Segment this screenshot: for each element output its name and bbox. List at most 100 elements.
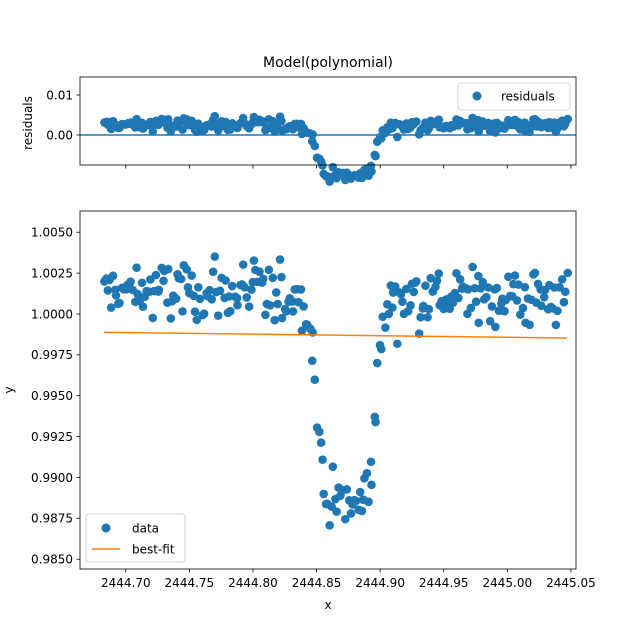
residuals-legend-label: residuals [501, 90, 555, 104]
data-point [424, 304, 434, 314]
data-point [316, 438, 326, 447]
data-point [265, 301, 275, 310]
data-point [510, 271, 520, 280]
data-point [416, 312, 425, 322]
data-point [182, 265, 192, 274]
data-point [176, 274, 186, 284]
data-x-ticks: 2444.70 2444.75 2444.80 2444.85 2444.90 2444.… [101, 569, 596, 590]
data-point [195, 294, 205, 304]
data-point [281, 307, 291, 316]
data-x-tick-label: 2444.85 [292, 576, 342, 590]
data-point [557, 275, 567, 284]
data-point [271, 288, 281, 297]
residuals-legend: residuals [457, 82, 571, 111]
data-point [244, 302, 254, 311]
data-x-tick-label: 2445.05 [546, 576, 596, 590]
data-point [224, 292, 234, 301]
residual-point [514, 117, 523, 127]
data-x-tick-label: 2444.75 [165, 576, 215, 590]
residuals-legend-box [457, 82, 571, 111]
data-x-tick-label: 2444.80 [228, 576, 278, 590]
data-point [371, 417, 380, 427]
data-point [178, 307, 187, 316]
data-point [364, 497, 373, 507]
data-point [159, 276, 168, 286]
data-y-tick-label: 0.9925 [31, 430, 73, 444]
data-point [315, 427, 324, 437]
data-point [520, 282, 530, 292]
data-point [106, 303, 116, 312]
residuals-y-ticks: 0.00 0.01 [46, 88, 80, 142]
data-point [500, 306, 509, 316]
data-point [504, 272, 513, 282]
data-point [396, 289, 406, 299]
data-point [213, 311, 223, 320]
data-point [126, 277, 135, 286]
data-point [132, 263, 141, 273]
data-point [372, 358, 382, 368]
data-point [296, 285, 306, 294]
data-x-tick-label: 2444.70 [101, 576, 151, 590]
data-point [409, 287, 419, 297]
data-point [221, 276, 230, 285]
data-point [518, 303, 528, 313]
data-point [474, 318, 484, 328]
data-point [166, 314, 176, 323]
data-point [154, 285, 164, 295]
residual-point [277, 116, 286, 126]
data-point [367, 480, 376, 490]
data-y-label: y [2, 386, 16, 393]
data-point [215, 286, 225, 296]
data-point [366, 457, 376, 467]
data-point [190, 307, 200, 316]
data-point [227, 281, 237, 291]
residual-point [371, 151, 380, 161]
residuals-axes-frame [79, 76, 577, 166]
data-panel: 0.9850 0.9875 0.9900 0.9925 0.9950 0.9975 1.00… [2, 210, 596, 612]
data-point [277, 272, 286, 282]
data-x-tick-label: 2445.00 [483, 576, 533, 590]
residuals-y-tick-label: 0.00 [46, 128, 73, 142]
data-point [171, 294, 181, 303]
data-point [207, 294, 217, 304]
data-point [210, 252, 220, 261]
data-point [240, 283, 249, 292]
residual-point [393, 132, 402, 142]
residuals-x-ticks [125, 165, 572, 169]
data-y-ticks: 0.9850 0.9875 0.9900 0.9925 0.9950 0.9975 1.00… [31, 226, 80, 566]
data-point [402, 284, 411, 294]
data-point [226, 306, 235, 316]
data-y-tick-label: 0.9850 [31, 552, 73, 566]
data-point [148, 313, 158, 323]
data-point [468, 262, 477, 272]
data-point [138, 302, 148, 311]
data-point [553, 306, 562, 316]
data-point [205, 285, 214, 295]
data-point [470, 283, 479, 293]
data-point [381, 323, 390, 332]
data-y-tick-label: 1.0050 [31, 226, 73, 240]
data-point [247, 285, 256, 294]
data-point [362, 468, 372, 478]
residuals-y-label: residuals [21, 96, 35, 150]
data-point [232, 293, 242, 303]
data-point [319, 489, 328, 499]
data-point [193, 283, 203, 292]
data-point [466, 303, 476, 313]
residual-point [474, 127, 484, 136]
data-point [423, 312, 432, 322]
data-point [474, 271, 483, 281]
data-point [288, 307, 298, 316]
data-point [406, 301, 415, 310]
data-point [398, 297, 407, 307]
residual-point [412, 117, 421, 126]
data-point [275, 255, 285, 264]
residuals-legend-marker [472, 91, 482, 101]
data-point [351, 496, 361, 506]
data-y-tick-label: 1.0000 [31, 307, 73, 321]
data-point [492, 283, 502, 293]
data-point [388, 303, 397, 312]
data-point [277, 313, 287, 323]
data-point [384, 309, 394, 319]
data-point [137, 278, 147, 288]
